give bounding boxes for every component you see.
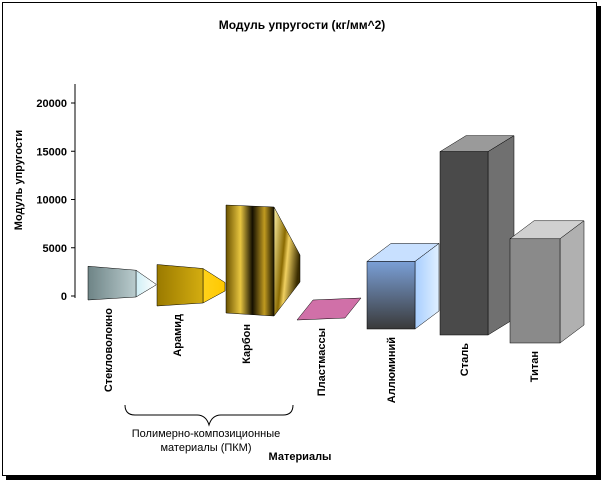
category-label: Сталь: [459, 343, 471, 376]
bar-front-face: [439, 151, 489, 336]
bar-2: [156, 264, 226, 307]
y-axis-label: Модуль упругости: [13, 130, 25, 230]
bar-4: [296, 297, 362, 321]
category-label: Стекловолокно: [103, 308, 115, 392]
y-tick-label: 20000: [36, 98, 67, 110]
bar-5: [366, 242, 440, 330]
bar-side-face: [135, 269, 157, 298]
y-tick-label: 0: [61, 291, 67, 303]
category-labels: Стекловолокно Арамид Карбон Пластмассы Аллюм…: [103, 308, 541, 404]
category-label: Арамид: [172, 314, 184, 357]
bar-1: [87, 265, 157, 301]
bar-face: [296, 297, 362, 321]
group-label-line2: материалы (ПКМ): [160, 442, 251, 454]
group-label-line1: Полимерно-композиционные: [132, 428, 281, 440]
bar-side-face: [202, 268, 226, 304]
bar-3: [225, 204, 301, 317]
y-ticks: 0 5000 10000 15000 20000: [36, 98, 75, 303]
bar-front-face: [509, 238, 561, 344]
bar-6: [439, 135, 515, 336]
bar-7: [509, 220, 585, 344]
y-tick-label: 15000: [36, 146, 67, 158]
bar-front-face: [225, 204, 275, 317]
y-tick-label: 5000: [43, 243, 67, 255]
y-tick-label: 10000: [36, 195, 67, 207]
category-label: Пластмассы: [316, 328, 328, 396]
category-label: Карбон: [241, 324, 253, 364]
chart-title: Модуль упругости (кг/мм^2): [219, 18, 386, 32]
bar-side-face: [273, 206, 301, 317]
category-label: Титан: [529, 351, 541, 382]
category-label: Аллюминий: [386, 337, 398, 403]
x-axis-label: Материалы: [269, 451, 332, 463]
bars: [87, 135, 585, 344]
bar-side-face: [559, 220, 585, 344]
bar-front-face: [366, 261, 416, 330]
bar-front-face: [156, 264, 204, 307]
bar-front-face: [87, 265, 137, 301]
group-brace: [124, 404, 294, 427]
